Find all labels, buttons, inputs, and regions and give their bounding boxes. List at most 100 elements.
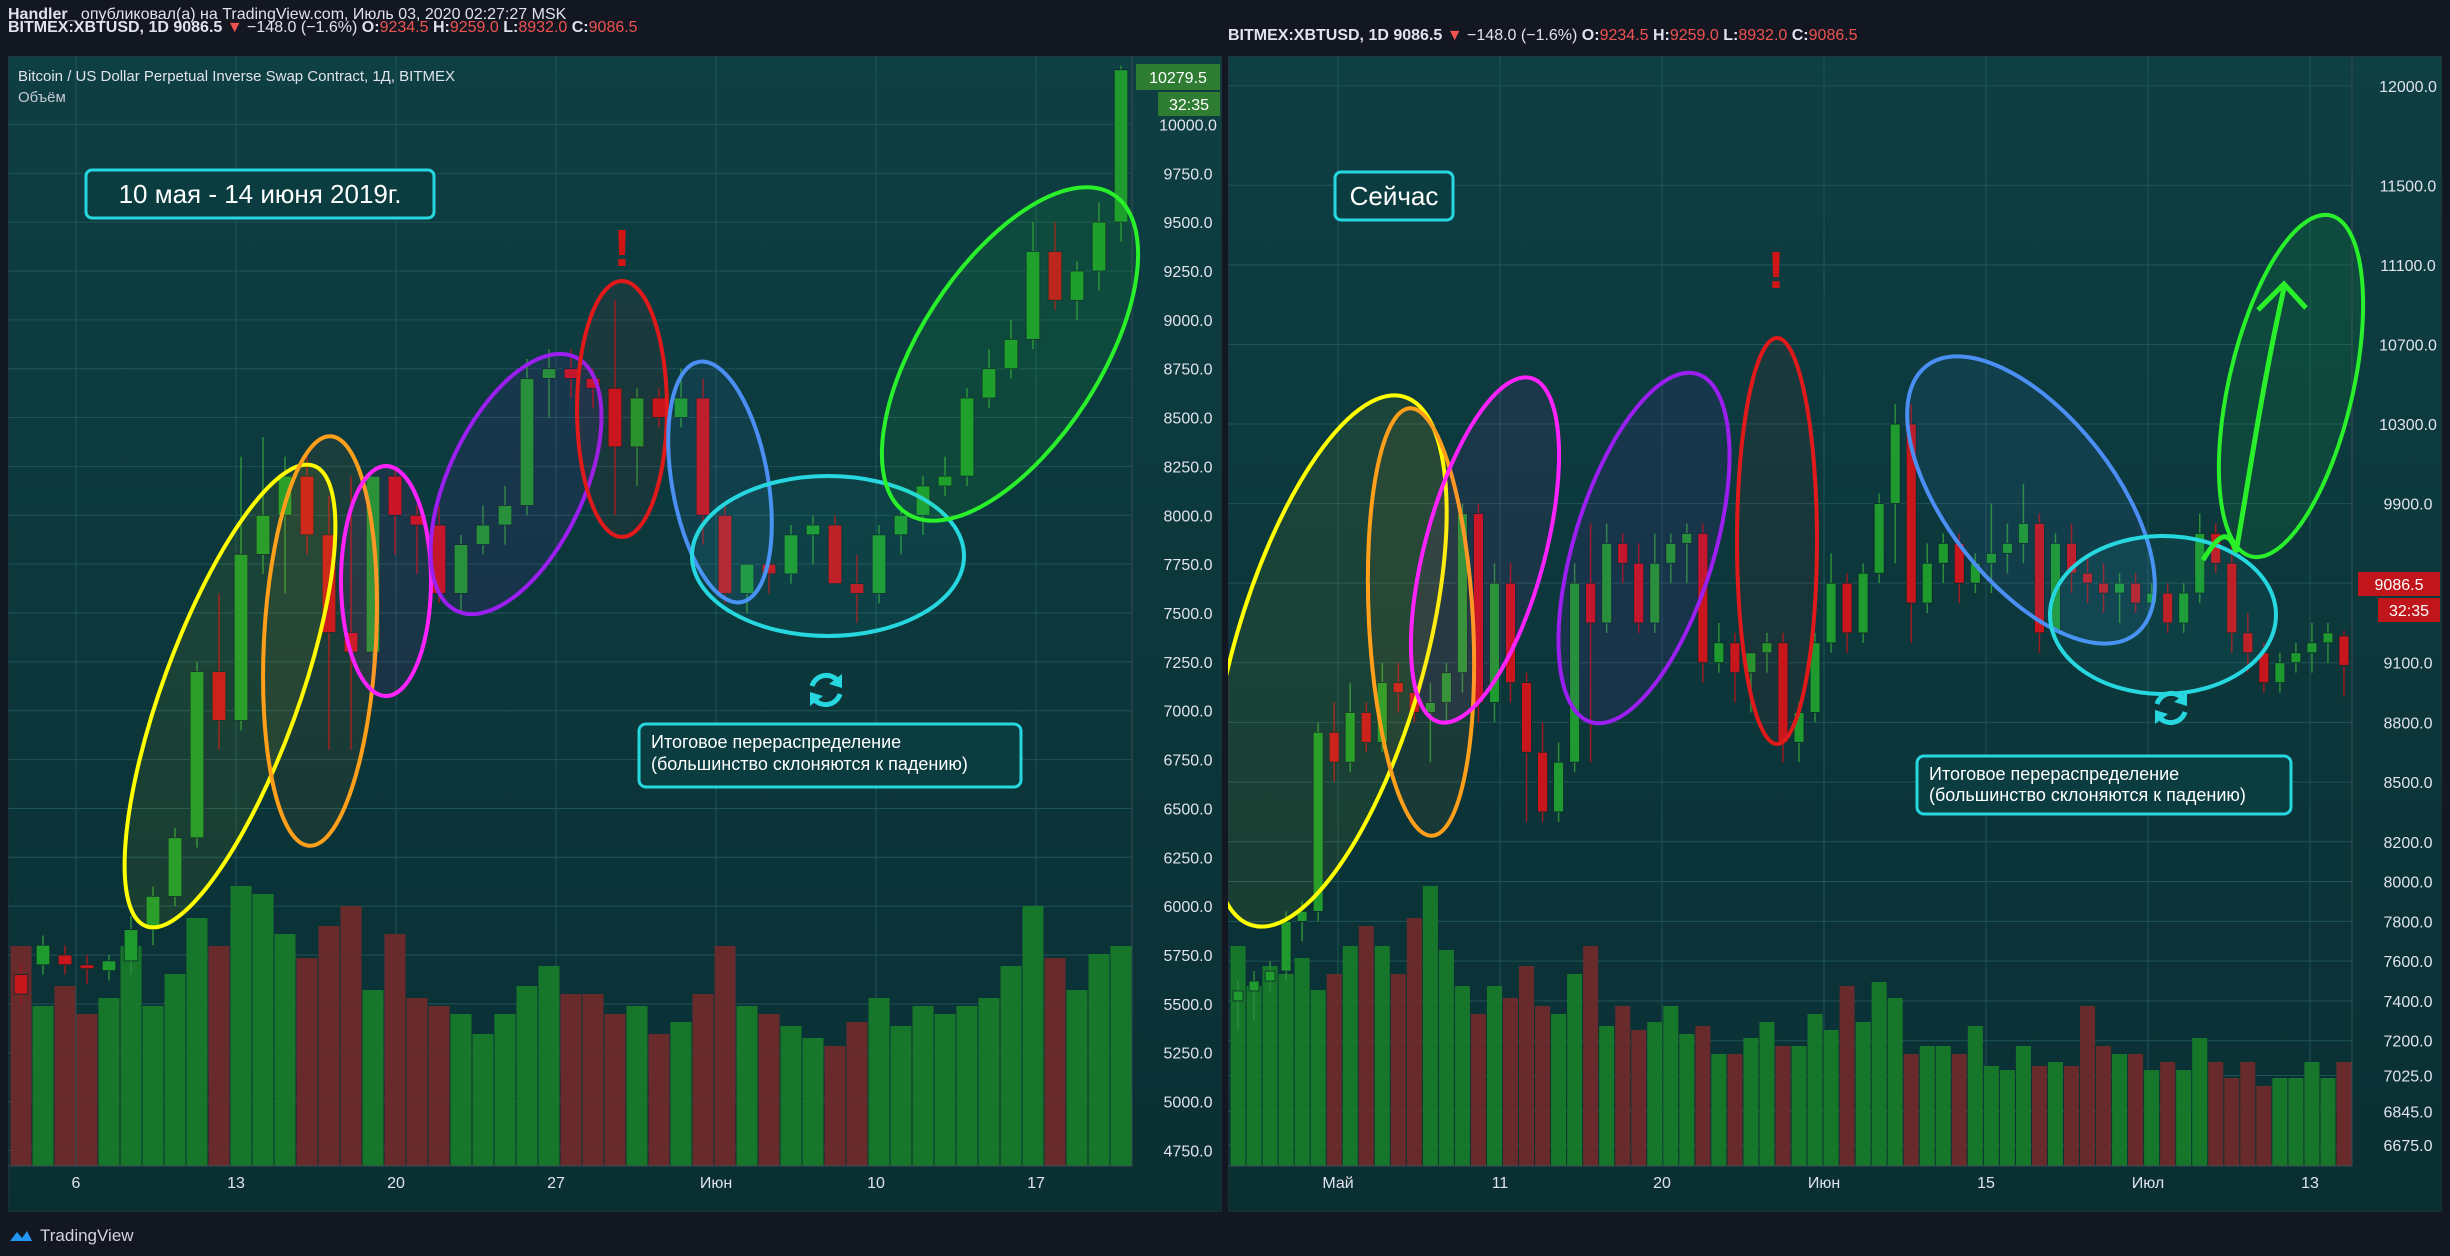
- left-change: −148.0 (−1.6%): [247, 19, 358, 36]
- exclaim-mark: !: [613, 220, 630, 278]
- tradingview-logo-icon: [10, 1231, 32, 1241]
- volume-bar: [2224, 1078, 2240, 1166]
- right-timer-badge: [2378, 598, 2440, 622]
- price-tick-label: 4750.0: [1164, 1143, 1213, 1160]
- candle-body: [1985, 552, 1997, 564]
- candle-body: [2162, 592, 2174, 624]
- candle-body: [387, 475, 403, 516]
- volume-bar: [516, 986, 538, 1166]
- price-tick-label: 8200.0: [2384, 835, 2433, 852]
- volume-bar: [1775, 1046, 1791, 1166]
- green-ellipse: [879, 185, 1141, 523]
- orange-ellipse: [1365, 406, 1477, 838]
- time-tick-label: 13: [227, 1175, 245, 1192]
- volume-bar: [604, 1014, 626, 1166]
- right-note-box: [1915, 754, 2293, 816]
- candle-body: [519, 378, 535, 506]
- price-tick-label: 8250.0: [1164, 459, 1213, 476]
- volume-bar: [1535, 1006, 1551, 1166]
- candle-body: [1521, 682, 1532, 753]
- candle-body: [849, 583, 865, 594]
- price-tick-label: 7800.0: [2384, 914, 2433, 931]
- candle-body: [1905, 423, 1917, 604]
- candle-body: [1312, 731, 1324, 912]
- price-tick-label: 6750.0: [1164, 753, 1213, 770]
- volume-bar: [2112, 1054, 2128, 1166]
- volume-bar: [1695, 1026, 1711, 1166]
- left-ticker-line: BITMEX:XBTUSD, 1D 9086.5 ▼ −148.0 (−1.6%…: [8, 19, 638, 37]
- candle-body: [145, 895, 161, 931]
- price-tick-label: 9750.0: [1164, 166, 1213, 183]
- candle-body: [1937, 542, 1949, 564]
- candle-body: [1328, 731, 1340, 763]
- candle-body: [1633, 562, 1645, 624]
- volume-bar: [450, 1014, 472, 1166]
- candle-body: [1025, 251, 1041, 340]
- volume-bar: [2015, 1046, 2031, 1166]
- volume-bar: [1951, 1054, 1967, 1166]
- red-ellipse: [575, 279, 669, 539]
- price-tick-label: 8000.0: [2384, 875, 2433, 892]
- volume-bar: [1066, 990, 1088, 1166]
- time-tick-label: 13: [2301, 1175, 2319, 1192]
- time-tick-label: 17: [1027, 1175, 1045, 1192]
- volume-bar: [428, 1006, 450, 1166]
- footer-brand[interactable]: TradingView: [40, 1226, 134, 1245]
- time-tick-label: 6: [72, 1175, 81, 1192]
- candle-body: [1360, 712, 1372, 743]
- right-chart[interactable]: 6675.0 6845.0 7025.0 7200.0 7400.0 7600.0 7800…: [1228, 56, 2442, 1212]
- volume-bar: [1935, 1046, 1951, 1166]
- candle-body: [717, 514, 733, 594]
- volume-bar: [1486, 986, 1502, 1166]
- time-tick-label: Июн: [700, 1175, 732, 1192]
- volume-bar: [670, 1022, 692, 1166]
- candle-body: [79, 964, 95, 970]
- volume-bar: [1583, 946, 1599, 1166]
- price-tick-label: 9000.0: [1164, 313, 1213, 330]
- volume-bar: [648, 1034, 670, 1166]
- volume-bar: [10, 946, 32, 1166]
- price-tick-label: 8750.0: [1164, 362, 1213, 379]
- candle-body: [1665, 542, 1677, 564]
- volume-bar: [1294, 958, 1310, 1166]
- volume-bar: [560, 994, 582, 1166]
- volume-bar: [1759, 1022, 1775, 1166]
- cyan-ellipse: [2048, 534, 2278, 696]
- left-price-axis: 4750.0 5000.0 5250.0 5500.0 5750.0 6000.0 6250…: [1131, 56, 1217, 1166]
- volume-bar: [1278, 974, 1294, 1166]
- volume-bar: [230, 886, 252, 1166]
- right-annotations: [1228, 212, 2366, 929]
- candle-body: [1889, 423, 1901, 504]
- volume-bar: [1262, 966, 1278, 1166]
- right-symbol[interactable]: BITMEX:XBTUSD, 1D: [1228, 27, 1389, 44]
- right-l-label: L:: [1723, 27, 1739, 44]
- author-name[interactable]: Handler_: [8, 6, 77, 23]
- volume-bar: [582, 994, 604, 1166]
- volume-bar: [1022, 906, 1044, 1166]
- volume-bar: [1855, 1022, 1871, 1166]
- right-note-line1: Итоговое перераспределение: [1929, 764, 2179, 784]
- volume-bar: [2160, 1062, 2176, 1166]
- volume-bar: [164, 974, 186, 1166]
- candle-body: [2130, 582, 2141, 604]
- volume-bar: [1839, 986, 1855, 1166]
- price-tick-label: 8500.0: [2384, 775, 2433, 792]
- time-tick-label: Май: [1322, 1175, 1353, 1192]
- left-chart[interactable]: 4750.0 5000.0 5250.0 5500.0 5750.0 6000.0 6250…: [8, 56, 1222, 1212]
- candle-body: [1264, 970, 1276, 982]
- volume-bar: [1390, 974, 1406, 1166]
- candle-body: [299, 475, 315, 536]
- price-tick-label: 9900.0: [2384, 497, 2433, 514]
- price-tick-label: 5000.0: [1164, 1095, 1213, 1112]
- time-tick-label: 27: [547, 1175, 565, 1192]
- volume-bar: [2288, 1078, 2304, 1166]
- volume-bar: [758, 1014, 780, 1166]
- volume-bar: [1454, 986, 1470, 1166]
- right-price-badge-text: 9086.5: [2375, 577, 2424, 594]
- volume-bar: [318, 926, 340, 1166]
- price-tick-label: 8500.0: [1164, 411, 1213, 428]
- candle-body: [1921, 562, 1933, 604]
- refresh-icon: [2154, 690, 2188, 726]
- price-tick-label: 5500.0: [1164, 997, 1213, 1014]
- left-symbol[interactable]: BITMEX:XBTUSD, 1D: [8, 19, 169, 36]
